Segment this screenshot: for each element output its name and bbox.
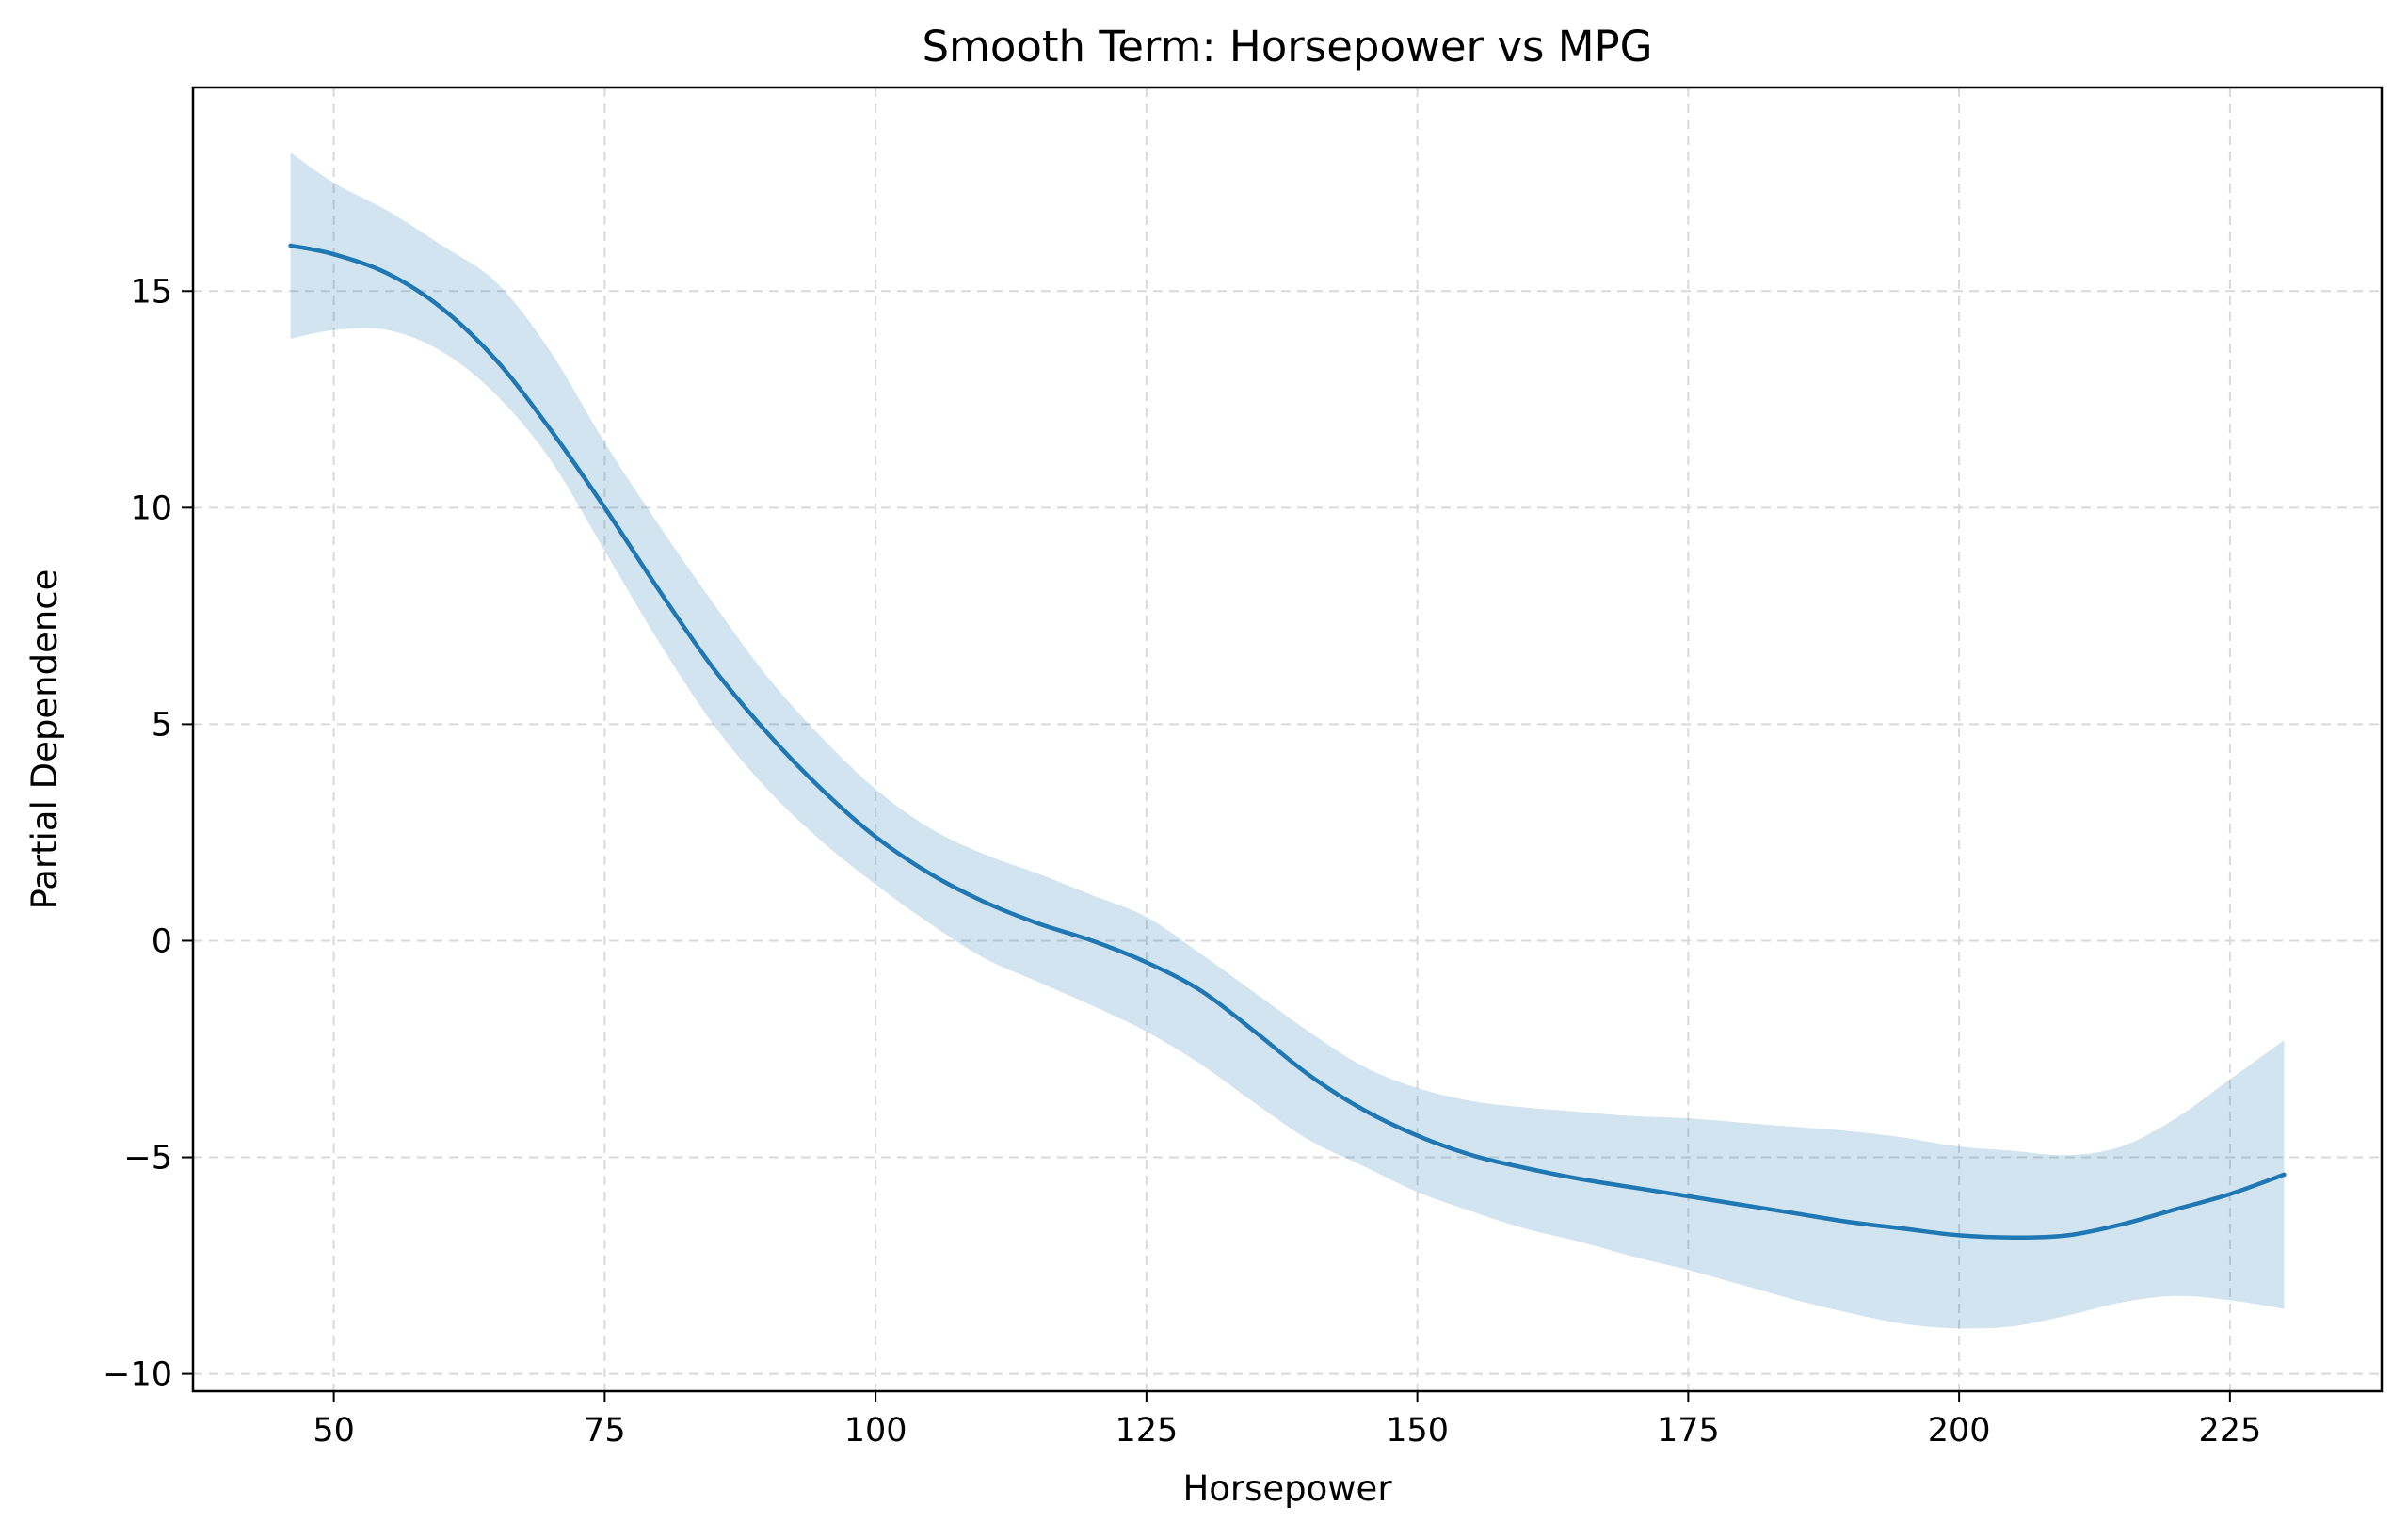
plot-frame — [191, 86, 2384, 1393]
x-axis-title: Horsepower — [1182, 1468, 1392, 1509]
x-tick-label: 100 — [844, 1412, 907, 1450]
tick-layer: 50 75 100 125 150 175 200 225 −10 −5 0 5 10 15 — [103, 273, 2261, 1450]
grid-layer — [193, 88, 2382, 1391]
x-tick-label: 75 — [584, 1412, 626, 1450]
partial-dependence-line — [288, 243, 2287, 1240]
y-tick-label: −5 — [123, 1140, 172, 1178]
y-tick-label: −10 — [103, 1356, 172, 1394]
y-tick-label: 0 — [152, 922, 172, 960]
line-layer — [288, 243, 2287, 1240]
y-tick-label: 10 — [130, 489, 172, 527]
y-tick-label: 5 — [152, 706, 172, 744]
x-tick-label: 175 — [1657, 1412, 1720, 1450]
y-tick-label: 15 — [130, 273, 172, 311]
x-tick-label: 225 — [2198, 1412, 2261, 1450]
x-tick-label: 50 — [313, 1412, 355, 1450]
y-axis-title: Partial Dependence — [24, 569, 65, 910]
x-tick-label: 200 — [1928, 1412, 1991, 1450]
confidence-band — [290, 152, 2285, 1329]
x-tick-label: 150 — [1386, 1412, 1449, 1450]
x-tick-label: 125 — [1115, 1412, 1178, 1450]
confidence-band-layer — [290, 152, 2285, 1329]
chart-title: Smooth Term: Horsepower vs MPG — [922, 22, 1652, 72]
